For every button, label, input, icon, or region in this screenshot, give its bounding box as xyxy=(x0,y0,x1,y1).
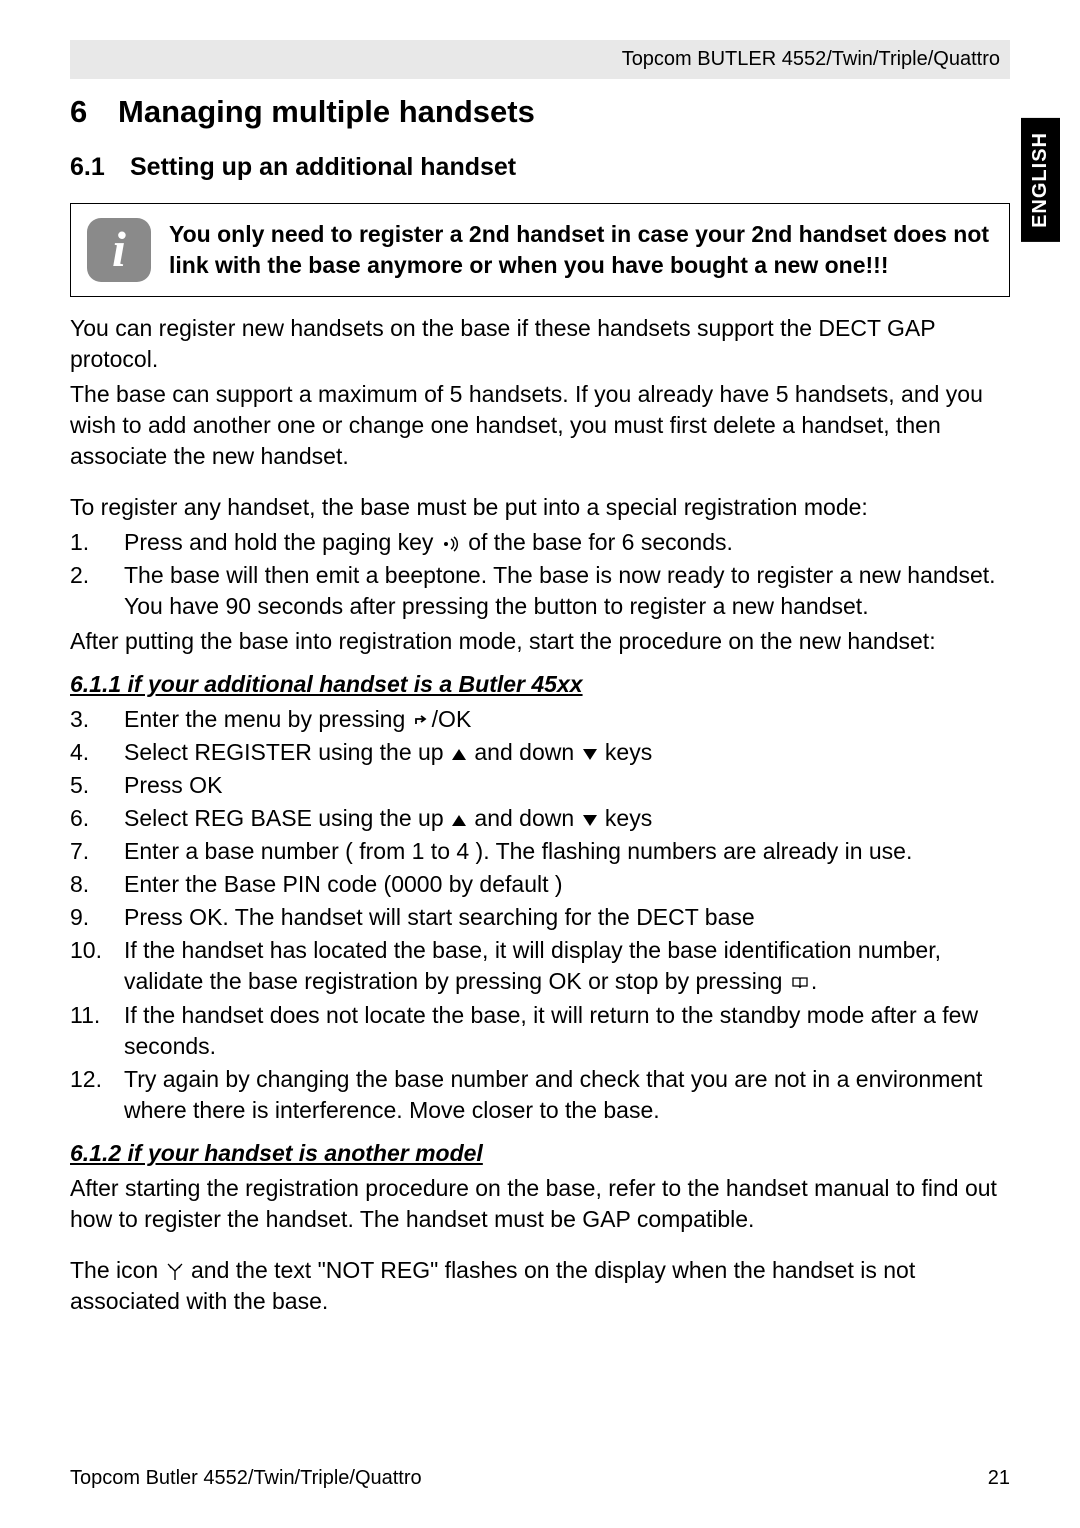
step-num: 5. xyxy=(70,770,124,801)
step-4: 4. Select REGISTER using the up and down… xyxy=(70,737,1010,768)
step-10: 10. If the handset has located the base,… xyxy=(70,935,1010,997)
step-list-a: 1. Press and hold the paging key of the … xyxy=(70,527,1010,622)
step-1: 1. Press and hold the paging key of the … xyxy=(70,527,1010,558)
subsection-heading: 6.1Setting up an additional handset xyxy=(70,151,1010,185)
step-text: If the handset has located the base, it … xyxy=(124,935,1010,997)
step-text: Enter a base number ( from 1 to 4 ). The… xyxy=(124,836,1010,867)
up-icon xyxy=(452,749,466,760)
step-6: 6. Select REG BASE using the up and down… xyxy=(70,803,1010,834)
paragraph-4: After putting the base into registration… xyxy=(70,626,1010,657)
down-icon xyxy=(583,815,597,826)
step-num: 9. xyxy=(70,902,124,933)
step-3: 3. Enter the menu by pressing /OK xyxy=(70,704,1010,735)
step-5: 5. Press OK xyxy=(70,770,1010,801)
subsection-number: 6.1 xyxy=(70,151,130,185)
step-num: 12. xyxy=(70,1064,124,1126)
language-tab: ENGLISH xyxy=(1021,118,1060,242)
step-text: Select REG BASE using the up and down ke… xyxy=(124,803,1010,834)
section-title: Managing multiple handsets xyxy=(118,94,535,129)
step-num: 7. xyxy=(70,836,124,867)
signal-icon xyxy=(442,536,460,552)
paragraph-3: To register any handset, the base must b… xyxy=(70,492,1010,523)
phonebook-icon xyxy=(791,976,809,990)
footer-left: Topcom Butler 4552/Twin/Triple/Quattro xyxy=(70,1465,422,1492)
step-num: 8. xyxy=(70,869,124,900)
step-num: 2. xyxy=(70,560,124,622)
subsection-title: Setting up an additional handset xyxy=(130,153,516,181)
step-text: If the handset does not locate the base,… xyxy=(124,1000,1010,1062)
info-box: i You only need to register a 2nd handse… xyxy=(70,203,1010,297)
step-2: 2. The base will then emit a beeptone. T… xyxy=(70,560,1010,622)
page-footer: Topcom Butler 4552/Twin/Triple/Quattro 2… xyxy=(70,1465,1010,1492)
step-num: 10. xyxy=(70,935,124,997)
step-text: Press OK. The handset will start searchi… xyxy=(124,902,1010,933)
down-icon xyxy=(583,749,597,760)
info-icon: i xyxy=(87,218,151,282)
step-text: Enter the menu by pressing /OK xyxy=(124,704,1010,735)
step-text: Select REGISTER using the up and down ke… xyxy=(124,737,1010,768)
antenna-icon xyxy=(167,1263,183,1281)
step-9: 9. Press OK. The handset will start sear… xyxy=(70,902,1010,933)
info-text: You only need to register a 2nd handset … xyxy=(169,219,993,281)
page-header: Topcom BUTLER 4552/Twin/Triple/Quattro xyxy=(70,40,1010,79)
subhead-612: 6.1.2 if your handset is another model xyxy=(70,1138,1010,1169)
step-num: 1. xyxy=(70,527,124,558)
section-number: 6 xyxy=(70,91,118,133)
step-text: Press OK xyxy=(124,770,1010,801)
step-text: The base will then emit a beeptone. The … xyxy=(124,560,1010,622)
paragraph-1: You can register new handsets on the bas… xyxy=(70,313,1010,375)
step-8: 8. Enter the Base PIN code (0000 by defa… xyxy=(70,869,1010,900)
section-heading: 6Managing multiple handsets xyxy=(70,91,1010,133)
paragraph-6: The icon and the text "NOT REG" flashes … xyxy=(70,1255,1010,1317)
step-num: 4. xyxy=(70,737,124,768)
step-list-b: 3. Enter the menu by pressing /OK 4. Sel… xyxy=(70,704,1010,1126)
arrow-icon xyxy=(414,714,430,728)
paragraph-2: The base can support a maximum of 5 hand… xyxy=(70,379,1010,472)
step-num: 11. xyxy=(70,1000,124,1062)
up-icon xyxy=(452,815,466,826)
step-11: 11. If the handset does not locate the b… xyxy=(70,1000,1010,1062)
step-7: 7. Enter a base number ( from 1 to 4 ). … xyxy=(70,836,1010,867)
step-num: 6. xyxy=(70,803,124,834)
step-num: 3. xyxy=(70,704,124,735)
step-12: 12. Try again by changing the base numbe… xyxy=(70,1064,1010,1126)
step-text: Try again by changing the base number an… xyxy=(124,1064,1010,1126)
paragraph-5: After starting the registration procedur… xyxy=(70,1173,1010,1235)
step-text: Press and hold the paging key of the bas… xyxy=(124,527,1010,558)
subhead-611: 6.1.1 if your additional handset is a Bu… xyxy=(70,669,1010,700)
footer-page-number: 21 xyxy=(988,1465,1010,1492)
step-text: Enter the Base PIN code (0000 by default… xyxy=(124,869,1010,900)
